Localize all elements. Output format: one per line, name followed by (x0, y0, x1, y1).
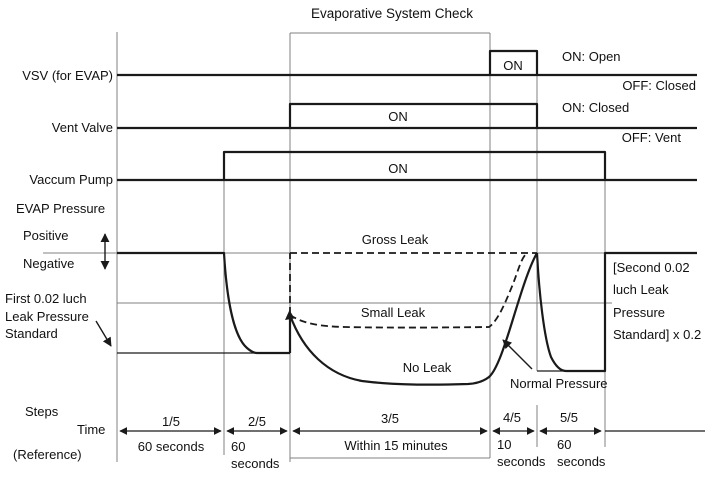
time-label: Time (77, 422, 105, 437)
vacuum-pump-row-label: Vaccum Pump (29, 172, 113, 187)
step-4-duration-line-1: 10 (497, 437, 511, 452)
no-leak-pressure-curve (117, 251, 697, 386)
first-standard-line-2: Leak Pressure (5, 309, 89, 324)
step-2-duration-line-1: 60 (231, 439, 245, 454)
grid-lines (43, 32, 697, 462)
steps-label: Steps (25, 404, 59, 419)
vacuum-pump-signal-trace (117, 150, 697, 182)
vsv-legend-on: ON: Open (562, 49, 621, 64)
step-1-label: 1/5 (162, 414, 180, 429)
second-standard-line-1: [Second 0.02 (613, 260, 690, 275)
normal-pressure-pointer-arrow (502, 339, 533, 370)
first-standard-pointer-arrow (95, 320, 112, 347)
vsv-row-label: VSV (for EVAP) (22, 68, 113, 83)
first-standard-line-3: Standard (5, 326, 58, 341)
step-4-label: 4/5 (503, 410, 521, 425)
gross-leak-pressure-curve (289, 252, 537, 314)
step-1-duration: 60 seconds (138, 439, 205, 454)
no-leak-label: No Leak (403, 360, 452, 375)
vent-on-label: ON (388, 109, 408, 124)
step-4-duration-line-2: seconds (497, 454, 546, 469)
positive-label: Positive (23, 228, 69, 243)
gross-leak-label: Gross Leak (362, 232, 429, 247)
second-standard-line-3: Pressure (613, 305, 665, 320)
step-5-label: 5/5 (560, 410, 578, 425)
curve-start-arrowhead (285, 310, 295, 320)
step-3-duration: Within 15 minutes (344, 438, 448, 453)
reference-label: (Reference) (13, 447, 82, 462)
small-leak-pressure-curve (289, 253, 527, 329)
pump-on-label: ON (388, 161, 408, 176)
vsv-signal-trace (117, 49, 697, 77)
vent-valve-signal-trace (117, 102, 697, 130)
vsv-on-label: ON (503, 58, 523, 73)
negative-label: Negative (23, 256, 74, 271)
normal-pressure-label: Normal Pressure (510, 376, 608, 391)
second-standard-line-4: Standard] x 0.2 (613, 327, 701, 342)
diagram-title: Evaporative System Check (311, 6, 473, 21)
step-5-duration-line-1: 60 (557, 437, 571, 452)
vent-legend-off: OFF: Vent (622, 130, 682, 145)
evap-pressure-section-label: EVAP Pressure (16, 201, 105, 216)
first-standard-line-1: First 0.02 luch (5, 291, 87, 306)
step-2-label: 2/5 (248, 414, 266, 429)
second-standard-line-2: luch Leak (613, 282, 669, 297)
vsv-legend-off: OFF: Closed (622, 78, 696, 93)
step-3-label: 3/5 (381, 411, 399, 426)
vent-legend-on: ON: Closed (562, 100, 629, 115)
vent-valve-row-label: Vent Valve (52, 120, 113, 135)
small-leak-label: Small Leak (361, 305, 426, 320)
step-5-duration-line-2: seconds (557, 454, 606, 469)
step-2-duration-line-2: seconds (231, 456, 280, 471)
